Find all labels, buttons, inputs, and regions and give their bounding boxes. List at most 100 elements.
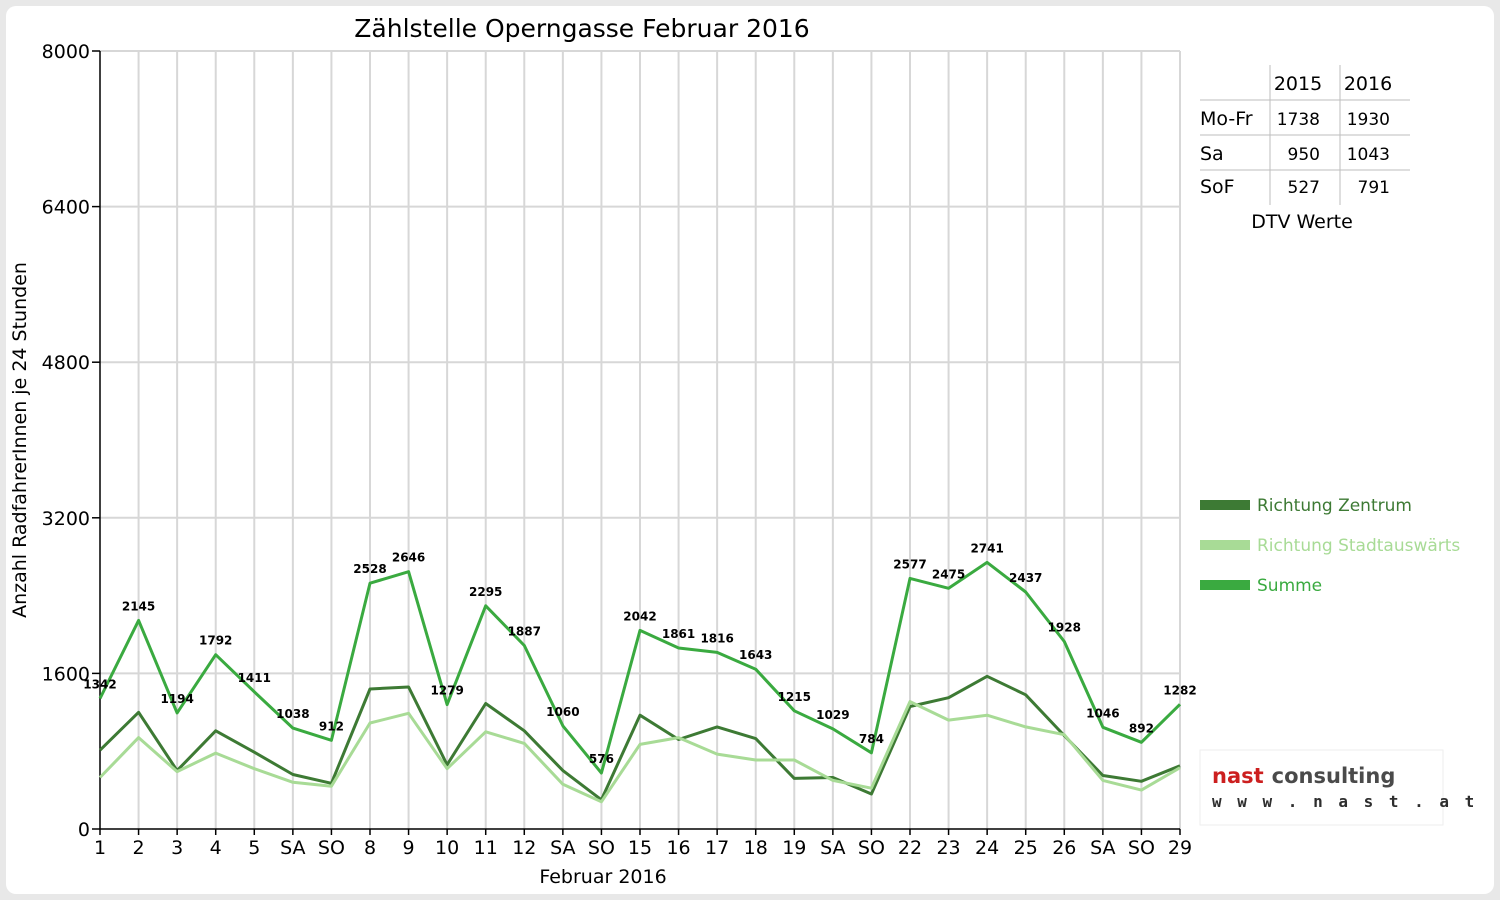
x-tick-label: 17 xyxy=(705,837,729,859)
nast-consulting-logo: nast consulting w w w . n a s t . a t xyxy=(1199,749,1477,826)
x-tick-label: 3 xyxy=(171,837,183,859)
x-tick-label: SA xyxy=(1090,837,1115,859)
series-line-2 xyxy=(98,700,1181,804)
data-label: 1038 xyxy=(276,707,309,721)
x-tick-label: 25 xyxy=(1014,837,1038,859)
x-tick-label: SA xyxy=(550,837,575,859)
x-tick-label: 23 xyxy=(936,837,960,859)
y-tick-label: 4800 xyxy=(42,352,90,374)
x-tick-label: 29 xyxy=(1168,837,1192,859)
table-cell: 1043 xyxy=(1347,145,1390,165)
logo-url: w w w . n a s t . a t xyxy=(1212,792,1477,811)
grid xyxy=(100,50,1181,829)
data-label: 576 xyxy=(589,752,614,766)
logo-word-consulting: consulting xyxy=(1272,764,1396,788)
table-header-2016: 2016 xyxy=(1344,73,1392,95)
chart-title: Zählstelle Operngasse Februar 2016 xyxy=(354,14,809,43)
data-label: 2437 xyxy=(1009,571,1042,585)
legend-swatch xyxy=(1200,580,1250,590)
x-tick-label: 22 xyxy=(898,837,922,859)
y-tick-label: 0 xyxy=(78,819,90,841)
data-label: 1194 xyxy=(160,692,193,706)
table-header-2015: 2015 xyxy=(1274,73,1322,95)
data-label: 1887 xyxy=(508,624,541,638)
data-label: 1861 xyxy=(662,627,695,641)
x-tick-label: 10 xyxy=(435,837,459,859)
data-label: 1046 xyxy=(1086,706,1119,720)
x-tick-label: 26 xyxy=(1052,837,1076,859)
x-tick-label: 18 xyxy=(744,837,768,859)
data-labels: 1342 2145 1194 1792 1411 1038 912 2528 2646 1279 2… xyxy=(83,541,1196,766)
data-label: 1928 xyxy=(1048,621,1081,635)
x-tick-label: 12 xyxy=(512,837,536,859)
logo-wordmark: nast consulting xyxy=(1212,764,1395,788)
data-label: 1643 xyxy=(739,648,772,662)
data-label: 784 xyxy=(859,732,884,746)
x-axis-title: Februar 2016 xyxy=(539,866,666,888)
data-label: 912 xyxy=(319,719,344,733)
y-tick-label: 3200 xyxy=(42,508,90,530)
data-label: 1060 xyxy=(546,705,579,719)
x-tick-label: 15 xyxy=(628,837,652,859)
table-cell: 1738 xyxy=(1277,110,1320,130)
x-tick-label: SA xyxy=(820,837,845,859)
table-row-label: Mo-Fr xyxy=(1200,108,1253,130)
legend: Richtung Zentrum Richtung Stadtauswärts Su… xyxy=(1200,496,1460,596)
logo-word-nast: nast xyxy=(1212,764,1264,788)
x-tick-label: 9 xyxy=(403,837,415,859)
data-label: 1792 xyxy=(199,634,232,648)
data-label: 1342 xyxy=(83,677,116,691)
table-caption: DTV Werte xyxy=(1251,211,1353,233)
legend-label: Summe xyxy=(1257,576,1322,596)
data-label: 2646 xyxy=(392,551,425,565)
series-line-3 xyxy=(98,560,1182,775)
data-label: 1215 xyxy=(778,690,811,704)
data-label: 2577 xyxy=(893,557,926,571)
x-tick-label: 2 xyxy=(133,837,145,859)
table-row-label: Sa xyxy=(1200,143,1224,165)
data-label: 1029 xyxy=(816,708,849,722)
x-tick-label: SO xyxy=(318,837,345,859)
data-label: 2475 xyxy=(932,567,965,581)
x-tick-label: SO xyxy=(588,837,615,859)
y-tick-label: 8000 xyxy=(42,41,90,63)
x-tick-label: 4 xyxy=(210,837,222,859)
legend-label: Richtung Zentrum xyxy=(1257,496,1412,516)
table-row-label: SoF xyxy=(1200,176,1235,198)
x-tick-label: SO xyxy=(1128,837,1155,859)
data-label: 2042 xyxy=(623,609,656,623)
data-label: 1279 xyxy=(430,684,463,698)
y-tick-label: 6400 xyxy=(42,197,90,219)
x-tick-label: 19 xyxy=(782,837,806,859)
x-tick-label: SO xyxy=(858,837,885,859)
data-label: 2145 xyxy=(122,599,155,613)
data-label: 1411 xyxy=(238,671,271,685)
y-tick-label: 1600 xyxy=(42,663,90,685)
table-cell: 1930 xyxy=(1347,110,1390,130)
x-tick-label: 1 xyxy=(94,837,106,859)
x-tick-label: SA xyxy=(280,837,305,859)
x-tick-label: 5 xyxy=(248,837,260,859)
data-label: 2295 xyxy=(469,585,502,599)
table-cell: 527 xyxy=(1288,178,1320,198)
x-tick-label: 8 xyxy=(364,837,376,859)
series-lines xyxy=(98,560,1182,804)
series-line-1 xyxy=(98,674,1181,802)
legend-swatch xyxy=(1200,540,1250,550)
x-tick-label: 16 xyxy=(666,837,690,859)
data-label: 1282 xyxy=(1163,683,1196,697)
dtv-table: 2015 2016 Mo-Fr 1738 1930 Sa 950 1043 So… xyxy=(1200,65,1410,233)
table-cell: 950 xyxy=(1288,145,1320,165)
data-label: 892 xyxy=(1129,721,1154,735)
data-label: 1816 xyxy=(700,631,733,645)
data-label: 2528 xyxy=(353,562,386,576)
legend-label: Richtung Stadtauswärts xyxy=(1257,536,1460,556)
logo-background xyxy=(1199,749,1444,826)
x-tick-label: 24 xyxy=(975,837,999,859)
data-label: 2741 xyxy=(970,541,1003,555)
legend-swatch xyxy=(1200,500,1250,510)
table-cell: 791 xyxy=(1358,178,1390,198)
y-axis-title: Anzahl RadfahrerInnen je 24 Stunden xyxy=(9,262,31,618)
